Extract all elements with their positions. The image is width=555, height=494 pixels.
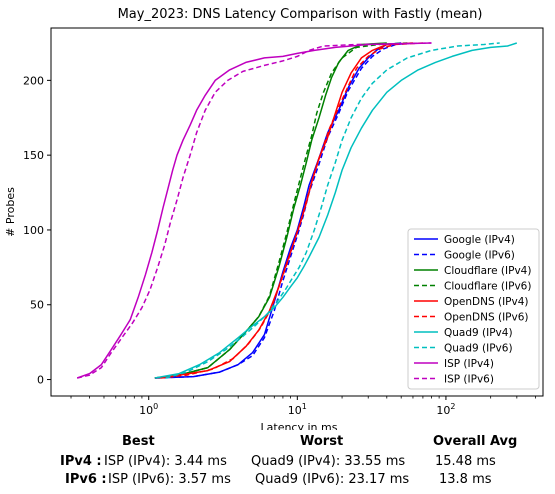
chart-title: May_2023: DNS Latency Comparison with Fa… xyxy=(118,7,483,22)
legend-entry: OpenDNS (IPv6) xyxy=(444,312,529,324)
best-header: Best xyxy=(122,434,155,449)
chart-legend: Google (IPv4) Google (IPv6) Cloudflare (IP… xyxy=(407,228,540,390)
axis-ticks: 0 50 100 150 200 100 101 102 xyxy=(23,74,536,417)
ipv4-avg: 15.48 ms xyxy=(435,454,496,469)
y-tick-label: 0 xyxy=(37,374,44,387)
ipv4-worst: Quad9 (IPv4): 33.55 ms xyxy=(251,454,406,469)
x-tick-label: 102 xyxy=(436,402,455,417)
legend-entry: ISP (IPv4) xyxy=(444,358,494,370)
series-line-quad9-ipv6 xyxy=(165,42,500,379)
series-line-cloudflare-ipv4 xyxy=(154,42,387,379)
series-line-quad9-ipv4 xyxy=(154,42,518,379)
series-line-opendns-ipv6 xyxy=(160,42,423,379)
series-line-isp-ipv4 xyxy=(76,42,432,379)
ipv6-worst: Quad9 (IPv6): 23.17 ms xyxy=(255,472,410,487)
legend-entry: Cloudflare (IPv4) xyxy=(444,265,531,277)
y-tick-label: 100 xyxy=(23,224,44,237)
series-line-isp-ipv6 xyxy=(77,42,432,379)
y-tick-label: 50 xyxy=(30,299,44,312)
legend-entry: OpenDNS (IPv4) xyxy=(444,296,529,308)
legend-entry: Google (IPv6) xyxy=(444,250,515,262)
legend-entry: Quad9 (IPv6) xyxy=(444,343,513,355)
latency-chart: May_2023: DNS Latency Comparison with Fa… xyxy=(4,7,544,430)
x-axis-label: Latency in ms xyxy=(261,421,338,430)
worst-header: Worst xyxy=(300,434,344,449)
series-line-cloudflare-ipv6 xyxy=(154,42,408,379)
legend-entry: ISP (IPv6) xyxy=(444,374,494,386)
legend-entry: Cloudflare (IPv6) xyxy=(444,281,531,293)
series-line-google-ipv4 xyxy=(154,42,402,379)
legend-entry: Quad9 (IPv4) xyxy=(444,327,513,339)
ipv6-avg: 13.8 ms xyxy=(439,472,492,487)
y-tick-label: 200 xyxy=(23,74,44,87)
x-tick-label: 100 xyxy=(139,402,158,417)
series-line-opendns-ipv4 xyxy=(154,42,414,379)
x-tick-label: 101 xyxy=(288,402,307,417)
y-axis-label: # Probes xyxy=(4,187,17,237)
ipv6-best: ISP (IPv6): 3.57 ms xyxy=(108,472,231,487)
legend-entry: Google (IPv4) xyxy=(444,234,515,246)
ipv4-best: ISP (IPv4): 3.44 ms xyxy=(104,454,227,469)
overall-avg-header: Overall Avg xyxy=(433,434,518,449)
series-line-google-ipv6 xyxy=(154,42,414,379)
ipv6-row-label: IPv6 : xyxy=(65,472,107,487)
y-tick-label: 150 xyxy=(23,149,44,162)
ipv4-row-label: IPv4 : xyxy=(60,454,102,469)
series-lines xyxy=(76,42,518,379)
legend-box xyxy=(407,228,540,390)
